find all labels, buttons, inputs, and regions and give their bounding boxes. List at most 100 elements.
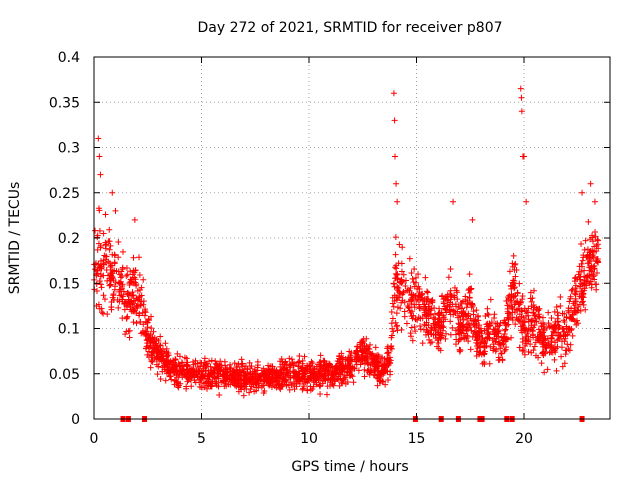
data-point (163, 370, 170, 377)
x-tick-label: 10 (300, 431, 318, 447)
data-point (100, 272, 107, 279)
data-point (409, 337, 416, 344)
data-point (301, 383, 308, 390)
data-point (476, 332, 483, 339)
data-point (430, 331, 437, 338)
data-point (344, 369, 351, 376)
data-point (409, 315, 416, 322)
data-point (466, 294, 473, 301)
data-point (447, 266, 454, 273)
data-point (511, 277, 518, 284)
x-tick-label: 0 (90, 431, 99, 447)
data-point (203, 385, 210, 392)
data-point (390, 328, 397, 335)
data-point (98, 284, 105, 291)
data-point (184, 359, 191, 366)
data-point (384, 368, 391, 375)
data-point (581, 267, 588, 274)
data-point (136, 310, 143, 317)
data-point (278, 383, 285, 390)
data-point (356, 344, 363, 351)
data-point (340, 354, 347, 361)
data-point (97, 281, 104, 288)
data-point (463, 304, 470, 311)
data-point (270, 367, 277, 374)
data-point (391, 297, 398, 304)
data-point (133, 320, 140, 327)
data-point (391, 117, 398, 124)
data-point (263, 375, 270, 382)
data-point (408, 301, 415, 308)
data-point (393, 310, 400, 317)
data-point (479, 338, 486, 345)
data-point (475, 341, 482, 348)
data-point (333, 362, 340, 369)
data-point (210, 373, 217, 380)
data-point (469, 301, 476, 308)
data-point (147, 336, 154, 343)
data-point (544, 366, 551, 373)
data-point (546, 323, 553, 330)
data-point (491, 314, 498, 321)
data-point (500, 341, 507, 348)
data-point (581, 273, 588, 280)
data-point (579, 293, 586, 300)
data-point (127, 298, 134, 305)
data-point (447, 331, 454, 338)
data-point (371, 363, 378, 370)
data-point (465, 312, 472, 319)
data-point (97, 244, 104, 251)
data-point (536, 314, 543, 321)
data-point (100, 260, 107, 267)
data-point (582, 306, 589, 313)
data-point (342, 362, 349, 369)
data-point (127, 304, 134, 311)
data-point (435, 345, 442, 352)
data-point (511, 285, 518, 292)
data-point (106, 246, 113, 253)
data-point (98, 265, 105, 272)
data-point (568, 327, 574, 334)
data-point (385, 376, 392, 383)
data-point (134, 305, 141, 312)
data-point (565, 307, 572, 314)
data-point (516, 344, 523, 351)
data-point (451, 292, 458, 299)
data-point (291, 374, 298, 381)
data-point (132, 267, 139, 274)
data-point (253, 378, 260, 385)
data-point (510, 252, 517, 259)
data-point (355, 367, 362, 374)
data-point (311, 379, 318, 386)
data-point (462, 296, 469, 303)
data-point (94, 234, 101, 241)
data-point (301, 353, 308, 360)
data-point (512, 260, 519, 267)
data-point (511, 309, 518, 316)
data-point (583, 254, 590, 261)
data-point (519, 347, 526, 354)
data-point (478, 325, 485, 332)
data-point (454, 289, 461, 296)
data-point (303, 366, 310, 373)
data-point (368, 367, 375, 374)
data-point (502, 326, 509, 333)
data-point (549, 332, 556, 339)
data-point (450, 198, 457, 205)
data-point (164, 363, 171, 370)
data-point (509, 260, 516, 267)
data-point (401, 313, 408, 320)
data-point (374, 382, 381, 389)
y-axis-tick-labels: 0 0.05 0.1 0.15 0.2 0.25 0.3 0.35 0.4 (49, 50, 80, 428)
data-point (181, 371, 188, 378)
data-point (133, 281, 140, 288)
data-point (414, 317, 421, 324)
data-point (409, 275, 416, 282)
data-point (541, 369, 548, 376)
data-point (523, 340, 530, 347)
data-point (523, 334, 530, 341)
data-point (451, 308, 458, 315)
data-point (460, 323, 467, 330)
data-point (483, 326, 490, 333)
data-point (406, 304, 413, 311)
